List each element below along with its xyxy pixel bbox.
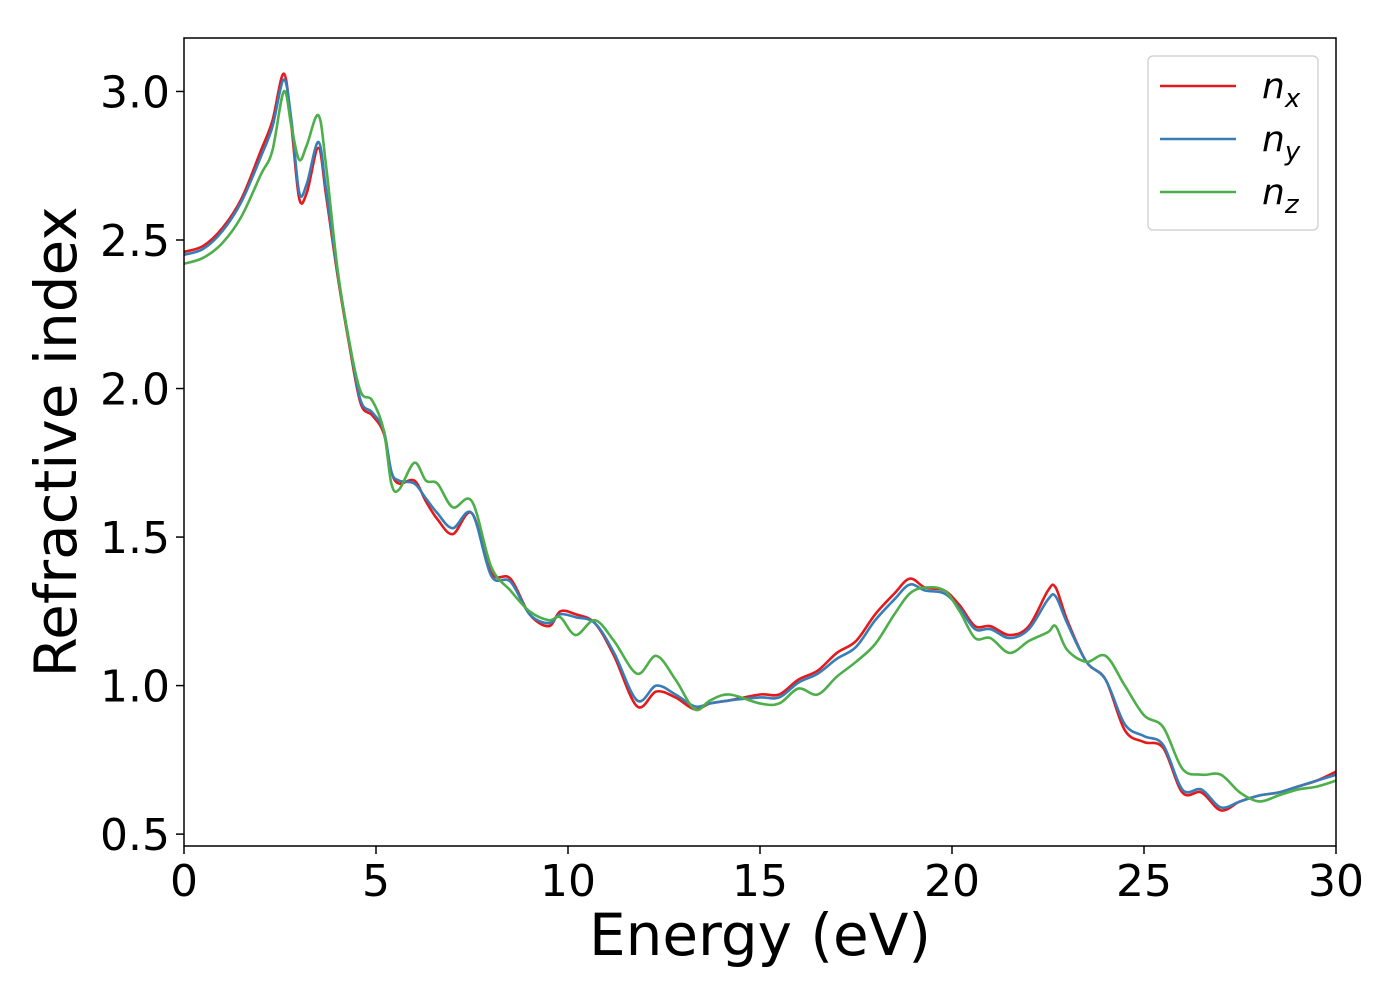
legend-label: nz: [1262, 172, 1300, 220]
legend: nx ny nz: [1147, 55, 1319, 231]
y-tick-label: 3.0: [100, 67, 170, 118]
y-tick-label: 1.0: [100, 662, 170, 713]
x-tick-label: 25: [1116, 856, 1172, 907]
y-axis-label: Refractive index: [22, 206, 90, 677]
y-tick-label: 0.5: [100, 810, 170, 861]
x-tick-label: 0: [170, 856, 198, 907]
series-layer: [184, 72, 1336, 812]
x-tick-label: 15: [732, 856, 788, 907]
legend-label: nx: [1262, 66, 1301, 114]
x-tick-label: 20: [924, 856, 980, 907]
y-tick-label: 2.0: [100, 365, 170, 416]
x-tick-label: 5: [362, 856, 390, 907]
x-tick-label: 30: [1308, 856, 1364, 907]
legend-label: ny: [1262, 119, 1301, 167]
x-tick-label: 10: [540, 856, 596, 907]
y-tick-label: 2.5: [100, 216, 170, 267]
y-tick-label: 1.5: [100, 513, 170, 564]
ticks-layer: 0 5 10 15 20 25 30 0.5 1.0 1.5 2.0 2.5 3.0: [100, 67, 1364, 907]
x-axis-label: Energy (eV): [589, 901, 931, 969]
legend-box: [1147, 55, 1319, 231]
series-line-2: [184, 90, 1336, 803]
